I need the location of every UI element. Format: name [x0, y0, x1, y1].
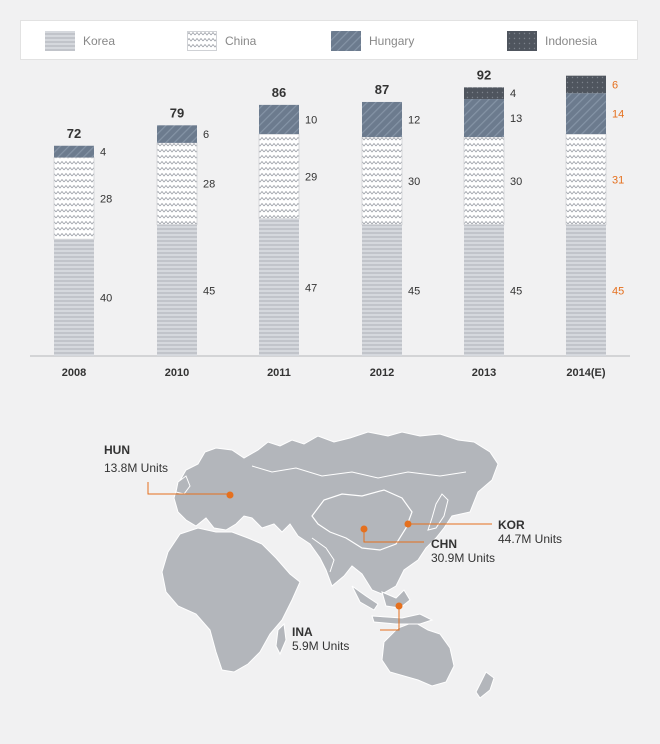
data-label-hungary-2013: 13	[510, 113, 522, 125]
data-label-hungary-2010: 6	[203, 129, 209, 141]
callout-code-ina: INA	[292, 625, 313, 639]
callout-dot-hun	[226, 491, 234, 499]
bar-segment-china-2011	[258, 133, 300, 220]
callout-dot-ina	[395, 602, 403, 610]
legend-label-indonesia: Indonesia	[545, 34, 598, 48]
bar-segment-indonesia-2013	[464, 87, 504, 100]
data-label-hungary-2012: 12	[408, 114, 420, 126]
data-label-china-2010: 28	[203, 179, 215, 191]
data-label-china-2012: 30	[408, 176, 420, 188]
landmass-africa	[161, 527, 301, 673]
border-russia	[251, 465, 467, 479]
callout-value-hun: 13.8M Units	[104, 461, 169, 475]
bar-segment-hungary-2013	[464, 99, 504, 137]
bar-segment-hungary-2008	[54, 145, 94, 158]
data-label-hungary-2011: 10	[305, 114, 317, 126]
data-label-china-2013: 30	[510, 176, 522, 188]
total-label-2013: 92	[477, 70, 491, 82]
legend-swatch-korea	[45, 31, 75, 51]
bars-group: 40 28 4 72 2008 45 28 6 79 2010 47 29 10 86 2011 45 30 12…	[53, 70, 624, 379]
bar-segment-china-2012	[361, 136, 403, 225]
bar-segment-china-2013	[463, 136, 505, 225]
total-label-2011: 86	[272, 85, 286, 100]
x-tick-label-2011: 2011	[267, 367, 291, 379]
callout-code-kor: KOR	[498, 518, 525, 532]
bar-segment-korea-2013	[464, 224, 504, 356]
legend-swatch-china	[187, 31, 217, 51]
callout-value-kor: 44.7M Units	[498, 532, 563, 546]
data-label-korea-2013: 45	[510, 285, 522, 297]
legend-swatch-indonesia	[507, 31, 537, 51]
landmass-australia	[381, 621, 455, 687]
landmass-eurasia	[173, 431, 499, 595]
x-tick-label-2014-e: 2014(E)	[566, 367, 605, 379]
data-label-korea-2008: 40	[100, 293, 112, 305]
x-tick-label-2012: 2012	[370, 367, 394, 379]
landmass-new-zealand	[475, 671, 495, 699]
total-label-2014-e: 96	[579, 70, 593, 71]
bar-segment-korea-2012	[362, 224, 402, 356]
data-label-china-2014-e: 31	[612, 174, 624, 186]
data-label-korea-2011: 47	[305, 282, 317, 294]
callout-line-chn	[363, 529, 424, 543]
data-label-korea-2010: 45	[203, 285, 215, 297]
bar-segment-hungary-2011	[259, 104, 299, 135]
world-map	[147, 431, 499, 699]
data-label-china-2011: 29	[305, 171, 317, 183]
total-label-2012: 87	[375, 82, 389, 97]
bar-segment-indonesia-2014-e	[566, 75, 606, 94]
bar-segment-hungary-2014-e	[566, 93, 606, 135]
callout-code-chn: CHN	[431, 537, 457, 551]
legend-item-hungary: Hungary	[331, 31, 414, 51]
callout-dot-kor	[404, 520, 412, 528]
stacked-bar-chart: 40 28 4 72 2008 45 28 6 79 2010 47 29 10 86 2011 45 30 12…	[30, 70, 630, 379]
bar-segment-china-2008	[53, 157, 95, 240]
callout-line-hun	[147, 482, 230, 495]
bar-segment-korea-2011	[259, 218, 299, 356]
landmass-british-isles	[175, 475, 191, 495]
data-label-hungary-2008: 4	[100, 147, 106, 159]
total-label-2008: 72	[67, 126, 81, 141]
bar-segment-korea-2014-e	[566, 224, 606, 356]
x-tick-label-2008: 2008	[62, 367, 86, 379]
bar-segment-china-2014-e	[565, 133, 607, 225]
landmass-japan	[427, 493, 449, 531]
legend-label-hungary: Hungary	[369, 34, 415, 48]
legend-item-indonesia: Indonesia	[507, 31, 597, 51]
callout-line-ina	[380, 606, 400, 631]
bar-segment-korea-2008	[54, 239, 94, 356]
map-callout-lines	[147, 482, 492, 631]
callout-value-ina: 5.9M Units	[292, 639, 350, 653]
legend-swatch-hungary	[331, 31, 361, 51]
total-label-2010: 79	[170, 105, 184, 120]
bar-segment-hungary-2010	[157, 125, 197, 143]
bar-segment-hungary-2012	[362, 101, 402, 137]
border-india	[311, 537, 335, 573]
callout-dot-chn	[360, 525, 368, 533]
border-china	[311, 489, 413, 551]
legend-label-china: China	[225, 34, 257, 48]
map-landmass	[161, 431, 499, 699]
x-tick-label-2010: 2010	[165, 367, 189, 379]
data-label-indonesia-2013: 4	[510, 88, 516, 100]
data-label-korea-2012: 45	[408, 285, 420, 297]
callout-value-chn: 30.9M Units	[431, 551, 496, 565]
chart-legend: Korea China Hungary Indonesia	[20, 20, 638, 60]
callout-code-hun: HUN	[104, 443, 130, 457]
landmass-indonesia	[351, 585, 434, 625]
landmass-madagascar	[275, 622, 287, 656]
legend-label-korea: Korea	[83, 34, 116, 48]
data-label-china-2008: 28	[100, 193, 112, 205]
bar-segment-china-2010	[156, 142, 198, 225]
data-label-indonesia-2014-e: 6	[612, 79, 618, 91]
bar-segment-korea-2010	[157, 224, 197, 356]
data-label-korea-2014-e: 45	[612, 285, 624, 297]
legend-item-china: China	[187, 31, 256, 51]
x-tick-label-2013: 2013	[472, 367, 496, 379]
legend-item-korea: Korea	[45, 31, 115, 51]
data-label-hungary-2014-e: 14	[612, 109, 624, 121]
